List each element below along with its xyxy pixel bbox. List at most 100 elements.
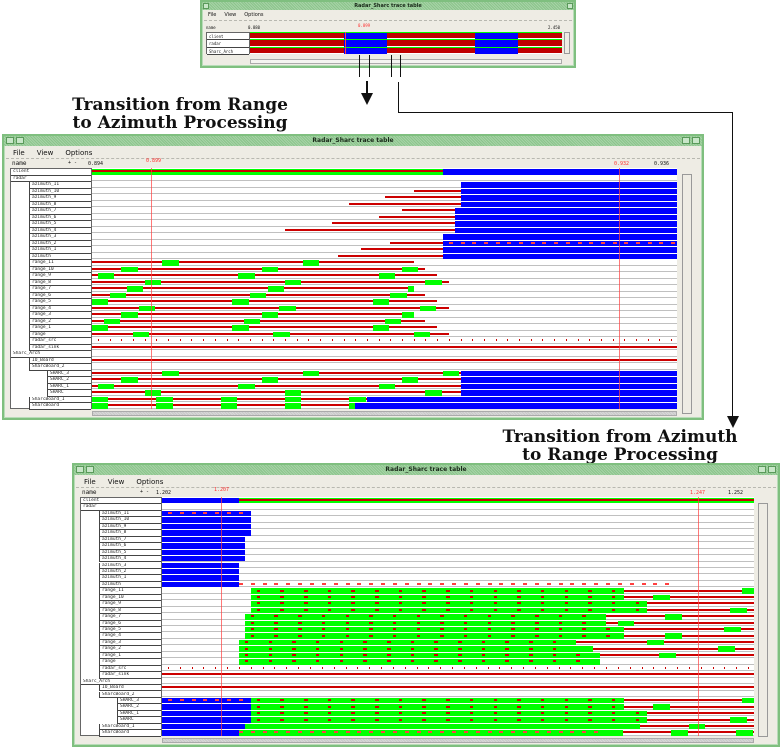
time-cursor[interactable]	[150, 168, 152, 409]
zoom-buttons[interactable]: + -	[140, 489, 149, 495]
menu-view[interactable]: View	[107, 478, 125, 486]
trace-row-name[interactable]: radar_src	[99, 665, 161, 673]
vertical-scrollbar[interactable]	[564, 32, 570, 54]
menu-options[interactable]: Options	[136, 478, 164, 486]
overview-trace-plot[interactable]	[250, 32, 562, 54]
trace-row-name[interactable]: IO_Board	[99, 685, 161, 692]
menu-options[interactable]: Options	[244, 12, 264, 18]
trace-row-name[interactable]: range_4	[99, 633, 161, 640]
trace-row-name[interactable]: SHARC_2	[117, 704, 161, 711]
maximize-button[interactable]	[567, 3, 573, 9]
trace-row-name[interactable]: radar_sink	[99, 672, 161, 679]
trace-row-name[interactable]: azimuth_1	[29, 247, 91, 254]
trace-row-name[interactable]: SharcBoard	[29, 403, 91, 410]
trace-row-name[interactable]: SHARC	[47, 390, 91, 397]
trace-row-name[interactable]: azimuth_8	[99, 530, 161, 537]
trace-row-name[interactable]: azimuth_4	[29, 227, 91, 234]
horizontal-scrollbar[interactable]	[250, 59, 562, 64]
minimize-button[interactable]	[16, 137, 24, 144]
trace-row-name[interactable]: range_1	[29, 325, 91, 332]
trace-row-name[interactable]: azimuth_3	[29, 234, 91, 241]
zoom-out-button[interactable]: -	[74, 160, 78, 166]
horizontal-scrollbar[interactable]	[92, 411, 677, 416]
trace-row-name[interactable]: SharcBoard_1	[29, 396, 91, 403]
vertical-scrollbar[interactable]	[682, 174, 692, 414]
trace-row-name[interactable]: SHARC_2	[47, 377, 91, 384]
trace-row-name[interactable]: range_7	[29, 286, 91, 293]
trace-row-name[interactable]: azimuth_4	[99, 556, 161, 563]
trace-row-name[interactable]: IO_Board	[29, 357, 91, 364]
trace-row-name[interactable]: range_1	[99, 652, 161, 660]
trace-row-name[interactable]: Sharc_Arch	[207, 47, 249, 55]
zoom-buttons[interactable]: + -	[68, 160, 77, 166]
trace-row-name[interactable]: azimuth_1	[99, 575, 161, 582]
trace-row-name[interactable]: azimuth_5	[29, 221, 91, 228]
trace-row-name[interactable]: range_8	[29, 279, 91, 286]
time-cursor[interactable]	[345, 32, 347, 54]
trace-row-name[interactable]: range_11	[29, 260, 91, 267]
trace-row-name[interactable]: range	[99, 659, 161, 666]
trace-row-name[interactable]: SHARC_3	[117, 697, 161, 705]
trace-row-name[interactable]: SharcBoard_1	[99, 723, 161, 731]
trace-row-name[interactable]: azimuth_7	[99, 536, 161, 544]
trace-row-name[interactable]: range_3	[29, 312, 91, 319]
trace-row-name[interactable]: Sharc_Arch	[11, 351, 91, 358]
window-menu-button[interactable]	[6, 137, 14, 144]
trace-row-name[interactable]: azimuth	[29, 253, 91, 260]
zoom-in-button[interactable]: +	[140, 489, 144, 495]
trace-row-name[interactable]: azimuth_11	[29, 182, 91, 189]
trace-row-name[interactable]: azimuth_10	[29, 188, 91, 195]
trace-row-name[interactable]: radar	[207, 40, 249, 48]
trace-plot[interactable]	[162, 497, 754, 736]
trace-row-name[interactable]: range_10	[29, 266, 91, 273]
trace-row-name[interactable]: Sharc_Arch	[81, 678, 161, 686]
maximize-button[interactable]	[692, 137, 700, 144]
menu-file[interactable]: File	[208, 12, 217, 18]
trace-row-name[interactable]: client	[207, 33, 249, 41]
maximize-button[interactable]	[768, 466, 776, 473]
menu-view[interactable]: View	[224, 12, 237, 18]
iconify-button[interactable]	[682, 137, 690, 144]
trace-row-name[interactable]: azimuth_9	[99, 523, 161, 531]
trace-row-name[interactable]: range_11	[99, 588, 161, 595]
trace-row-name[interactable]: azimuth_5	[99, 549, 161, 557]
time-cursor[interactable]	[618, 168, 620, 409]
trace-row-name[interactable]: range_6	[99, 620, 161, 627]
trace-row-name[interactable]: azimuth_11	[99, 510, 161, 518]
menu-file[interactable]: File	[13, 149, 25, 157]
trace-row-name[interactable]: radar	[11, 175, 91, 182]
trace-row-name[interactable]: SHARC	[117, 717, 161, 724]
trace-row-name[interactable]: azimuth_2	[99, 568, 161, 576]
trace-row-name[interactable]: azimuth_8	[29, 201, 91, 208]
menu-view[interactable]: View	[36, 149, 54, 157]
trace-row-name[interactable]: SharcBoard	[99, 730, 161, 737]
trace-row-name[interactable]: SHARC_3	[47, 370, 91, 377]
trace-row-name[interactable]: range_6	[29, 292, 91, 299]
iconify-button[interactable]	[758, 466, 766, 473]
trace-row-name[interactable]: SHARC_1	[47, 383, 91, 390]
trace-row-name[interactable]: radar	[81, 504, 161, 511]
trace-row-name[interactable]: range_9	[99, 601, 161, 608]
trace-row-name[interactable]: azimuth_10	[99, 517, 161, 524]
trace-row-name[interactable]: azimuth_7	[29, 208, 91, 215]
trace-row-name[interactable]: range_7	[99, 614, 161, 621]
trace-row-name[interactable]: range_4	[29, 305, 91, 312]
trace-row-name[interactable]: SharcBoard_2	[99, 691, 161, 698]
trace-row-name[interactable]: client	[11, 169, 91, 176]
trace-row-name[interactable]: azimuth_6	[99, 543, 161, 550]
zoom-in-button[interactable]: +	[68, 160, 72, 166]
trace-row-name[interactable]: range_10	[99, 594, 161, 602]
trace-row-name[interactable]: range_3	[99, 639, 161, 647]
window-menu-button[interactable]	[76, 466, 84, 473]
trace-row-name[interactable]: SharcBoard_2	[29, 364, 91, 371]
trace-row-name[interactable]: azimuth_2	[29, 240, 91, 247]
trace-row-name[interactable]: range_9	[29, 273, 91, 280]
trace-row-name[interactable]: azimuth_9	[29, 195, 91, 202]
time-cursor[interactable]	[697, 497, 699, 736]
menu-file[interactable]: File	[84, 478, 96, 486]
trace-row-name[interactable]: range_8	[99, 607, 161, 615]
minimize-button[interactable]	[86, 466, 94, 473]
trace-plot[interactable]	[92, 168, 677, 409]
trace-row-name[interactable]: range_5	[29, 299, 91, 306]
trace-row-name[interactable]: SHARC_1	[117, 710, 161, 718]
